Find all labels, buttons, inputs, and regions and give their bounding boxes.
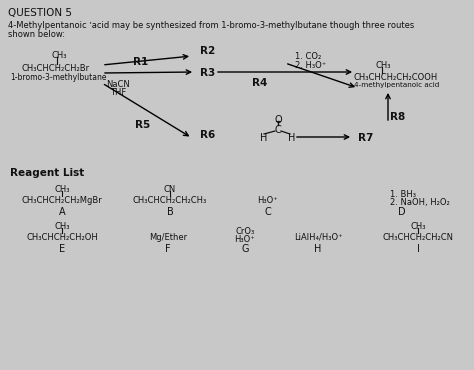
Text: O: O — [274, 115, 282, 125]
Text: 1-bromo-3-methylbutane: 1-bromo-3-methylbutane — [10, 73, 107, 82]
Text: D: D — [398, 207, 406, 217]
Text: 2. H₃O⁺: 2. H₃O⁺ — [295, 61, 326, 70]
Text: A: A — [59, 207, 65, 217]
Text: CH₃CHCH₂CH₂CN: CH₃CHCH₂CH₂CN — [383, 233, 454, 242]
Text: QUESTION 5: QUESTION 5 — [8, 8, 72, 18]
Text: NaCN: NaCN — [106, 80, 130, 89]
Text: CH₃CHCH₂CH₂OH: CH₃CHCH₂CH₂OH — [26, 233, 98, 242]
Text: CH₃: CH₃ — [54, 185, 70, 194]
Text: 4-methylpentanoic acid: 4-methylpentanoic acid — [354, 82, 439, 88]
Text: CH₃: CH₃ — [54, 222, 70, 231]
Text: E: E — [59, 244, 65, 254]
Text: R1: R1 — [133, 57, 148, 67]
Text: H: H — [288, 133, 295, 143]
Text: R8: R8 — [390, 112, 405, 122]
Text: CrO₃: CrO₃ — [236, 227, 255, 236]
Text: H: H — [260, 133, 267, 143]
Text: C: C — [264, 207, 272, 217]
Text: I: I — [417, 244, 419, 254]
Text: shown below:: shown below: — [8, 30, 65, 39]
Text: R2: R2 — [200, 46, 215, 56]
Text: CH₃: CH₃ — [376, 61, 392, 70]
Text: F: F — [165, 244, 171, 254]
Text: 2. NaOH, H₂O₂: 2. NaOH, H₂O₂ — [390, 198, 450, 207]
Text: CH₃CHCH₂CH₂Br: CH₃CHCH₂CH₂Br — [22, 64, 90, 73]
Text: THF: THF — [110, 88, 126, 97]
Text: 4-Methylpentanoic ʼacid may be synthesized from 1-bromo-3-methylbutane though th: 4-Methylpentanoic ʼacid may be synthesiz… — [8, 21, 414, 30]
Text: CH₃: CH₃ — [52, 51, 67, 60]
Text: CH₃CHCH₂CH₂COOH: CH₃CHCH₂CH₂COOH — [354, 73, 438, 82]
Text: 1. CO₂: 1. CO₂ — [295, 52, 321, 61]
Text: CH₃CHCH₂CH₂MgBr: CH₃CHCH₂CH₂MgBr — [22, 196, 102, 205]
Text: R7: R7 — [358, 133, 374, 143]
Text: H₃O⁺: H₃O⁺ — [235, 235, 255, 244]
Text: R4: R4 — [252, 78, 267, 88]
Text: H: H — [314, 244, 322, 254]
Text: CH₃CHCH₂CH₂CH₃: CH₃CHCH₂CH₂CH₃ — [133, 196, 207, 205]
Text: B: B — [167, 207, 173, 217]
Text: C: C — [274, 125, 282, 135]
Text: Reagent List: Reagent List — [10, 168, 84, 178]
Text: R5: R5 — [135, 120, 150, 130]
Text: G: G — [241, 244, 249, 254]
Text: LiAlH₄/H₃O⁺: LiAlH₄/H₃O⁺ — [294, 233, 342, 242]
Text: 1. BH₃: 1. BH₃ — [390, 190, 416, 199]
Text: H₃O⁺: H₃O⁺ — [258, 196, 278, 205]
Text: R3: R3 — [200, 68, 215, 78]
Text: R6: R6 — [200, 130, 215, 140]
Text: CH₃: CH₃ — [410, 222, 426, 231]
Text: Mg/Ether: Mg/Ether — [149, 233, 187, 242]
Text: CN: CN — [164, 185, 176, 194]
